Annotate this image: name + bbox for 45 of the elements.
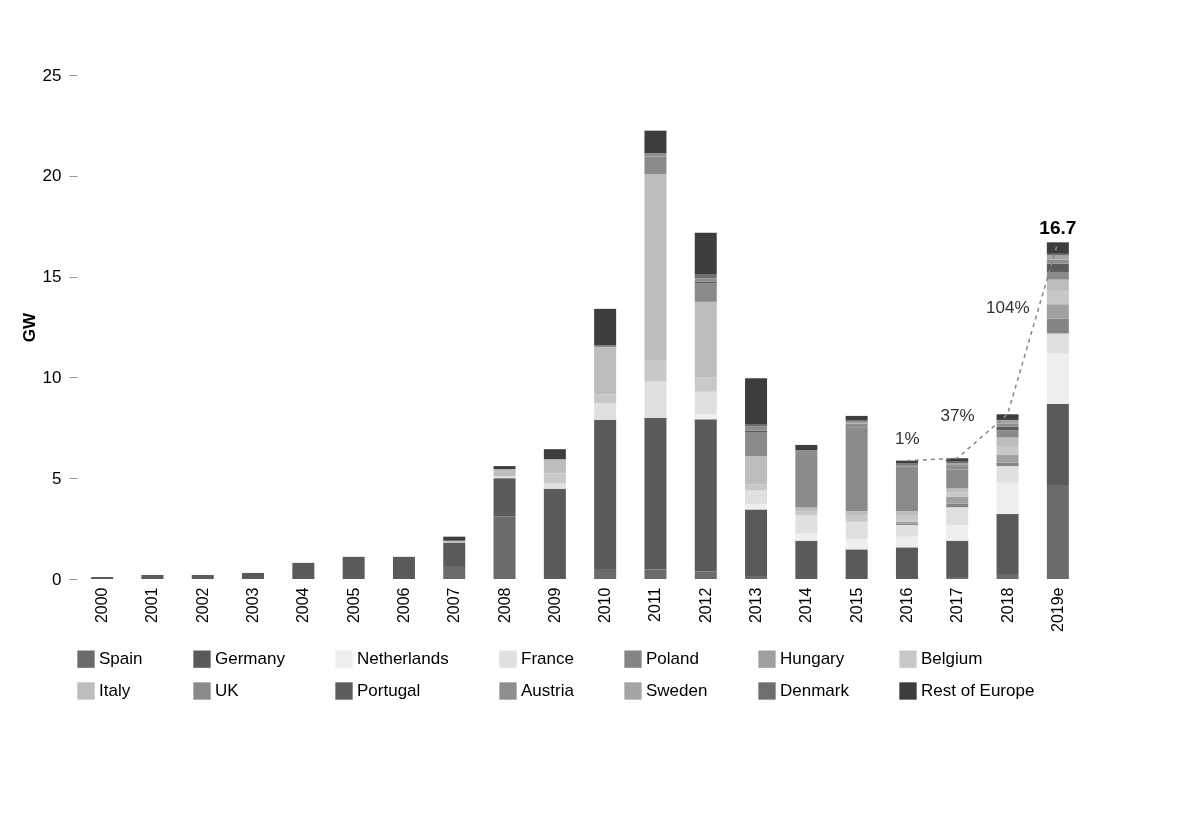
- annotation: 1%: [894, 429, 920, 449]
- legend-label: Poland: [646, 649, 699, 669]
- x-tick-label: 2015: [847, 587, 865, 624]
- x-tick-label: 2002: [193, 587, 211, 624]
- x-tick-label: 2010: [596, 587, 614, 624]
- legend-label: Sweden: [646, 681, 708, 700]
- annotation: 104%: [986, 298, 1030, 318]
- legend-label: Denmark: [780, 681, 850, 700]
- x-tick-label: 2017: [948, 587, 966, 624]
- x-tick-label: 2007: [445, 587, 463, 624]
- legend-label: Italy: [99, 681, 131, 700]
- x-tick-label: 2004: [294, 587, 312, 624]
- legend-label: UK: [215, 681, 240, 700]
- x-tick-label: 2011: [646, 587, 664, 622]
- x-tick-label: 2014: [797, 587, 815, 624]
- y-axis-title: GW: [19, 311, 39, 343]
- legend-label: Belgium: [921, 649, 983, 669]
- x-tick-label: 2016: [897, 587, 915, 624]
- x-tick-label: 2019e: [1048, 587, 1066, 632]
- x-tick-label: 2008: [495, 587, 513, 624]
- y-tick-label: 10: [42, 367, 62, 387]
- x-tick-label: 2009: [545, 587, 563, 624]
- legend-label: Netherlands: [357, 649, 449, 669]
- x-tick-label: 2000: [93, 587, 111, 624]
- x-tick-label: 2012: [696, 587, 714, 624]
- x-tick-label: 2003: [244, 587, 262, 624]
- total-label: 16.7: [1039, 217, 1077, 239]
- x-tick-label: 2001: [143, 587, 161, 624]
- legend-label: Austria: [521, 681, 575, 700]
- x-tick-label: 2013: [747, 587, 765, 624]
- legend-label: Spain: [99, 649, 143, 669]
- annotation: 37%: [940, 406, 975, 426]
- legend-label: Rest of Europe: [921, 681, 1035, 700]
- legend-label: Portugal: [357, 681, 421, 700]
- y-tick-label: 0: [52, 569, 62, 589]
- y-tick-label: 25: [42, 65, 62, 85]
- x-tick-label: 2006: [394, 587, 412, 624]
- x-tick-label: 2005: [344, 587, 362, 624]
- legend-label: France: [521, 649, 574, 669]
- legend-label: Germany: [215, 649, 286, 669]
- y-tick-label: 20: [42, 166, 62, 186]
- legend-label: Hungary: [780, 649, 845, 669]
- x-tick-label: 2018: [998, 587, 1016, 624]
- y-tick-label: 15: [42, 267, 62, 287]
- y-tick-label: 5: [52, 468, 62, 488]
